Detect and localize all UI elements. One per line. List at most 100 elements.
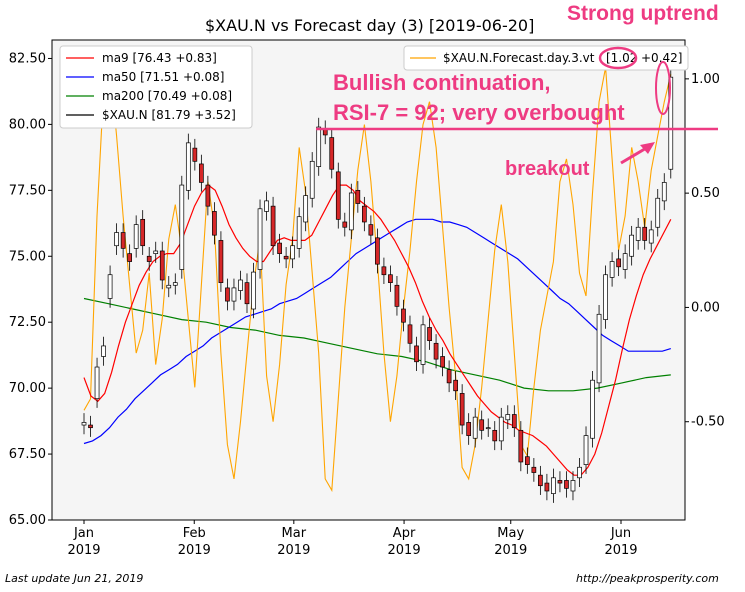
chart-title: $XAU.N vs Forecast day (3) [2019-06-20] <box>205 16 534 35</box>
candle-body <box>329 137 335 170</box>
x-tick-label-year: 2019 <box>388 543 421 558</box>
candle-body <box>81 422 87 426</box>
candle-body <box>342 221 348 228</box>
candle-body <box>524 456 530 465</box>
candle-body <box>362 205 367 223</box>
candle-body <box>609 261 615 278</box>
candle <box>94 357 100 408</box>
candle <box>329 128 335 179</box>
candle-body <box>401 308 406 323</box>
candle-body <box>557 480 563 484</box>
candle <box>642 218 648 250</box>
candle-body <box>538 474 543 487</box>
x-tick-label-year: 2019 <box>67 543 100 558</box>
candle <box>564 471 569 498</box>
candle-body <box>146 255 152 262</box>
y-left-tick-label: 70.00 <box>9 381 46 396</box>
candle-body <box>355 189 361 204</box>
candle <box>133 215 139 258</box>
candle <box>472 407 478 448</box>
candle <box>159 241 165 290</box>
annotation-circle <box>655 61 671 115</box>
candle <box>635 218 641 250</box>
candle-body <box>583 435 589 465</box>
legend-left: ma9 [76.43 +0.83] ma50 [71.51 +0.08] ma200… <box>59 45 253 129</box>
candle-body <box>635 226 641 241</box>
x-tick-label-month: Mar <box>282 526 307 541</box>
candle <box>485 418 491 437</box>
candle-body <box>655 197 661 228</box>
candle-body <box>296 216 302 249</box>
y-left-tick-label: 72.50 <box>9 315 46 330</box>
candle-body <box>212 211 217 236</box>
candle <box>453 370 458 400</box>
candle <box>335 162 341 229</box>
candle-body <box>375 237 380 265</box>
candle <box>388 265 393 292</box>
candle-body <box>166 284 172 289</box>
annotation-arrow-head <box>640 142 655 154</box>
candle <box>88 415 93 437</box>
candle <box>401 299 406 332</box>
candle-body <box>622 253 628 270</box>
x-tick-label-month: Jun <box>610 526 631 541</box>
candle-body <box>577 466 582 479</box>
candle <box>655 189 661 237</box>
candle-body <box>485 427 491 430</box>
candle <box>551 468 556 503</box>
candle <box>414 336 419 371</box>
candle <box>420 315 426 374</box>
candle <box>303 186 309 232</box>
candle-body <box>290 245 295 260</box>
candle <box>622 244 628 279</box>
candle <box>479 410 485 440</box>
candle-body <box>101 345 106 357</box>
candle-body <box>603 274 608 320</box>
candle-body <box>185 142 191 191</box>
candle <box>394 276 400 316</box>
candle <box>185 133 191 200</box>
candle-body <box>218 240 224 283</box>
candle <box>661 173 667 211</box>
x-tick-label-month: Apr <box>393 526 416 541</box>
candle <box>492 421 498 451</box>
candle-body <box>394 284 400 307</box>
series-ma200 <box>83 297 671 392</box>
candle <box>355 181 361 213</box>
candle <box>433 334 439 369</box>
candle-body <box>120 232 126 249</box>
y-right-tick-label: 0.00 <box>691 300 720 315</box>
candle-body <box>107 274 113 299</box>
candle <box>264 191 269 221</box>
candle-body <box>518 429 524 463</box>
candle <box>192 138 198 171</box>
candle-body <box>381 266 387 276</box>
legend-label: $XAU.N [81.79 +3.52] <box>102 108 236 122</box>
annotation-breakout: breakout <box>505 158 590 180</box>
y-left-tick-label: 67.50 <box>9 447 46 462</box>
candle <box>277 233 282 263</box>
candle-body <box>264 200 269 212</box>
y-right-tick-label: -0.50 <box>691 415 725 430</box>
candle <box>114 223 119 255</box>
candle-body <box>94 366 100 400</box>
candle <box>616 249 621 277</box>
candle-body <box>596 313 602 384</box>
candle <box>172 273 178 295</box>
candle-body <box>368 224 374 236</box>
candle-body <box>551 477 556 494</box>
x-tick-label-year: 2019 <box>604 543 637 558</box>
x-tick-label-year: 2019 <box>494 543 527 558</box>
footer-site: http://peakprosperity.com <box>576 572 719 585</box>
y-right-tick-label: 1.00 <box>691 72 720 87</box>
candle <box>342 212 348 237</box>
legend-change: +0.42] <box>641 51 682 65</box>
candle <box>375 228 380 274</box>
x-tick-label-month: Feb <box>183 526 206 541</box>
candle <box>466 413 472 445</box>
candle-body <box>459 393 465 426</box>
candle-body <box>648 229 654 244</box>
candle <box>348 183 354 240</box>
candle-body <box>159 250 165 281</box>
